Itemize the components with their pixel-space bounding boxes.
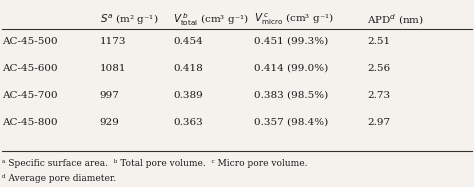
Text: 1081: 1081 [100,64,126,73]
Text: 0.454: 0.454 [173,37,203,46]
Text: 1173: 1173 [100,37,126,46]
Text: AC-45-700: AC-45-700 [2,91,58,100]
Text: $V_{\mathrm{micro}}^{\,c}$ (cm³ g⁻¹): $V_{\mathrm{micro}}^{\,c}$ (cm³ g⁻¹) [254,12,334,27]
Text: 2.97: 2.97 [367,118,391,127]
Text: 929: 929 [100,118,119,127]
Text: 2.73: 2.73 [367,91,391,100]
Text: $S^a$ (m² g⁻¹): $S^a$ (m² g⁻¹) [100,12,158,27]
Text: 2.51: 2.51 [367,37,391,46]
Text: 0.383 (98.5%): 0.383 (98.5%) [254,91,328,100]
Text: 0.357 (98.4%): 0.357 (98.4%) [254,118,328,127]
Text: ᵃ Specific surface area.  ᵇ Total pore volume.  ᶜ Micro pore volume.: ᵃ Specific surface area. ᵇ Total pore vo… [2,159,308,168]
Text: 2.56: 2.56 [367,64,391,73]
Text: APD$^d$ (nm): APD$^d$ (nm) [367,12,424,27]
Text: AC-45-600: AC-45-600 [2,64,58,73]
Text: AC-45-500: AC-45-500 [2,37,58,46]
Text: $V_{\mathrm{total}}^{\,b}$ (cm³ g⁻¹): $V_{\mathrm{total}}^{\,b}$ (cm³ g⁻¹) [173,11,249,28]
Text: AC-45-800: AC-45-800 [2,118,58,127]
Text: 0.414 (99.0%): 0.414 (99.0%) [254,64,328,73]
Text: 0.451 (99.3%): 0.451 (99.3%) [254,37,328,46]
Text: 997: 997 [100,91,119,100]
Text: 0.389: 0.389 [173,91,203,100]
Text: ᵈ Average pore diameter.: ᵈ Average pore diameter. [2,174,117,183]
Text: 0.363: 0.363 [173,118,203,127]
Text: 0.418: 0.418 [173,64,203,73]
